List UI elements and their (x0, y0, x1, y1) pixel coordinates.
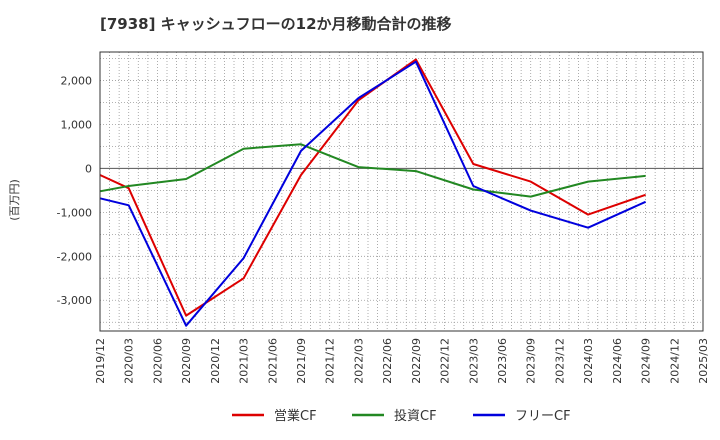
x-tick-label: 2022/09 (410, 338, 423, 384)
x-tick-label: 2022/06 (381, 338, 394, 384)
x-tick-label: 2019/12 (94, 338, 107, 384)
y-tick-label: 0 (85, 162, 92, 175)
x-axis-ticks: 2019/12 2020/03 2020/06 2020/09 2020/12 2021/… (94, 338, 710, 384)
x-tick-label: 2022/03 (352, 338, 365, 384)
y-axis-ticks: 2,000 1,000 0 -1,000 -2,000 -3,000 (57, 75, 92, 308)
legend-label: フリーCF (515, 409, 571, 424)
x-tick-label: 2023/12 (553, 338, 566, 384)
x-tick-label: 2020/12 (209, 338, 222, 384)
x-tick-label: 2021/12 (324, 338, 337, 384)
x-tick-label: 2025/03 (697, 338, 710, 384)
y-tick-label: -3,000 (57, 294, 92, 307)
x-tick-label: 2020/03 (123, 338, 136, 384)
series-lines (99, 58, 647, 327)
x-tick-label: 2022/12 (439, 338, 452, 384)
y-tick-label: -2,000 (57, 250, 92, 263)
y-axis-label: (百万円) (8, 179, 21, 221)
y-tick-label: -1,000 (57, 206, 92, 219)
legend-label: 投資CF (394, 408, 437, 424)
investing-cf-line (99, 143, 646, 198)
x-tick-label: 2024/09 (640, 338, 653, 384)
legend: 営業CF 投資CF フリーCF (232, 408, 571, 424)
x-tick-label: 2021/06 (266, 338, 279, 384)
x-tick-label: 2023/09 (525, 338, 538, 384)
plot-area (100, 52, 703, 331)
x-tick-label: 2024/03 (582, 338, 595, 384)
x-tick-label: 2023/03 (467, 338, 480, 384)
y-tick-label: 2,000 (61, 75, 93, 88)
x-tick-label: 2020/09 (180, 338, 193, 384)
legend-label: 営業CF (274, 408, 317, 424)
x-tick-label: 2024/06 (611, 338, 624, 384)
chart-title: [7938] キャッシュフローの12か月移動合計の推移 (100, 15, 452, 33)
x-tick-label: 2020/06 (151, 338, 164, 384)
x-tick-label: 2023/06 (496, 338, 509, 384)
free-cf-line (99, 60, 647, 327)
y-tick-label: 1,000 (61, 118, 93, 131)
x-tick-label: 2021/09 (295, 338, 308, 384)
x-tick-label: 2021/03 (238, 338, 251, 384)
x-tick-label: 2024/12 (668, 338, 681, 384)
plot-frame (99, 51, 704, 332)
